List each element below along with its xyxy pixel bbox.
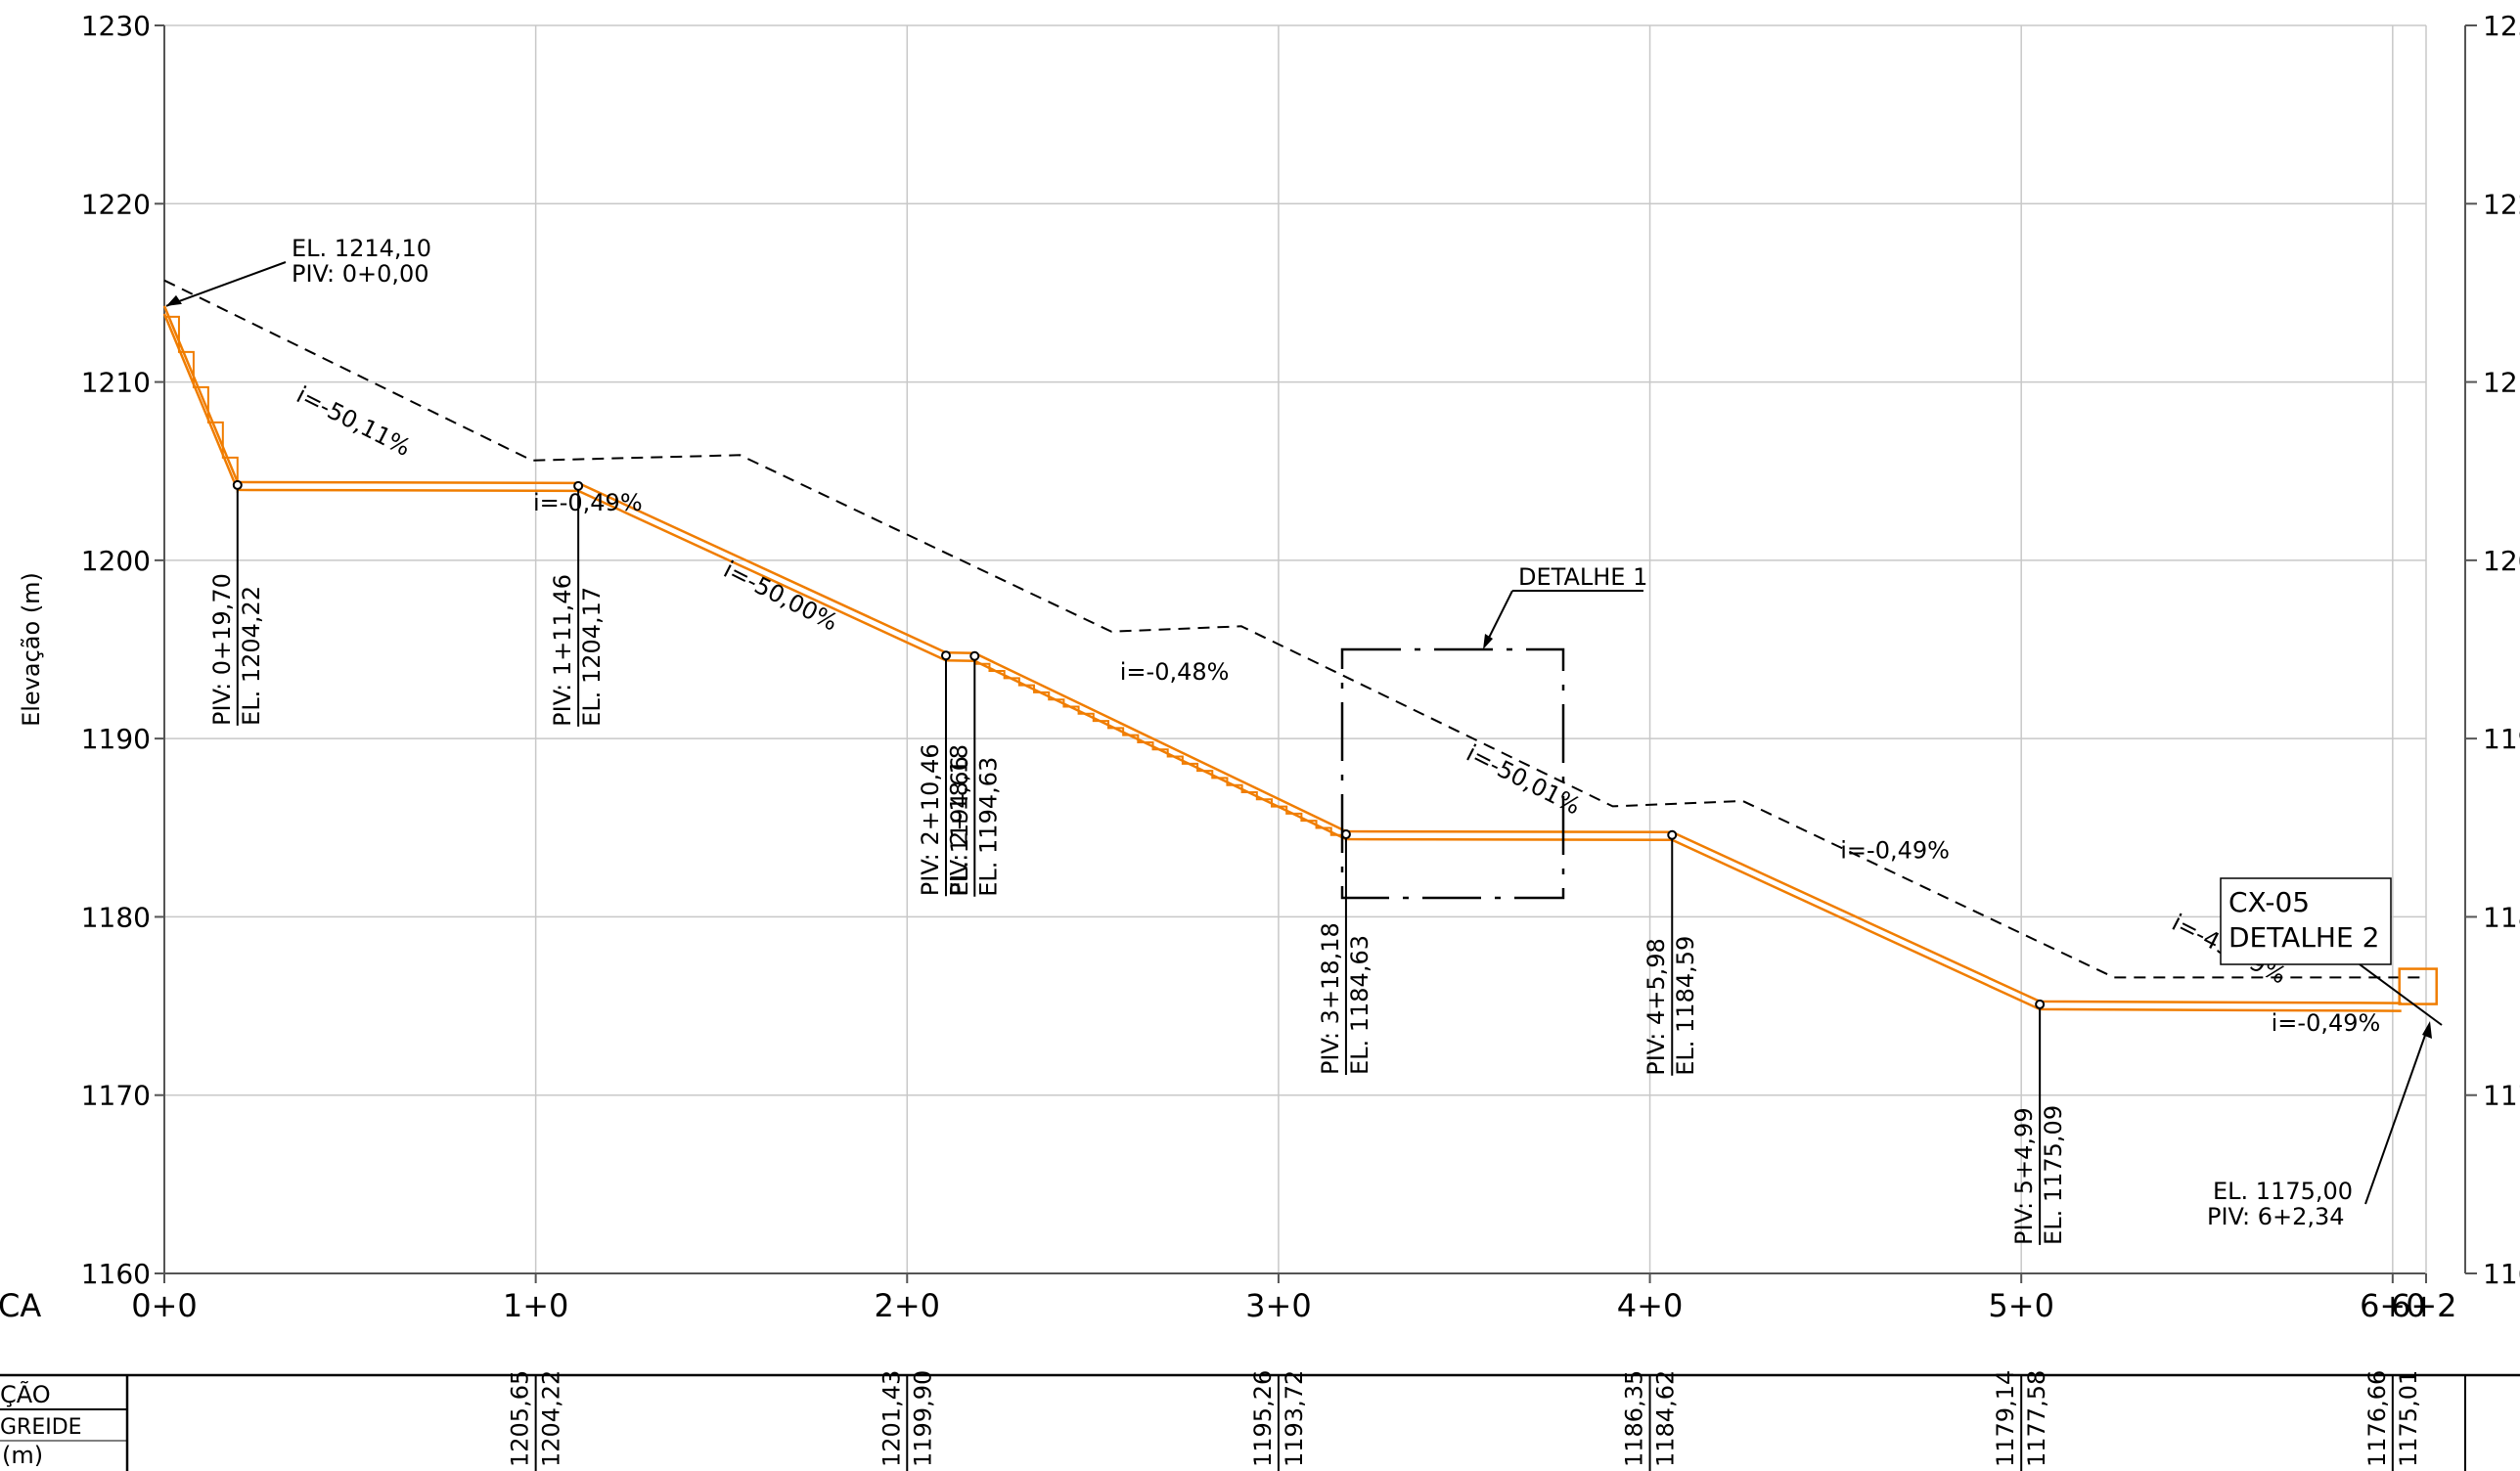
piv-marker (1667, 829, 1678, 840)
table-greide-value: 1193,72 (1281, 1370, 1308, 1467)
piv-station-label: PIV: 3+18,18 (1317, 922, 1344, 1075)
piv-station-label: PIV: 0+19,70 (208, 573, 236, 726)
piv-elevation-label: EL. 1204,22 (238, 586, 265, 726)
table-row-label: GREIDE (0, 1415, 82, 1440)
slope-label: i=-0,48% (1120, 658, 1230, 686)
cx-05-box (2398, 967, 2438, 1005)
piv-marker (969, 650, 980, 661)
piv-elevation-label: EL. 1175,09 (2040, 1105, 2067, 1245)
terrain-line (163, 279, 2426, 979)
x-tick-label: 2+0 (875, 1287, 941, 1324)
y-tick-label: 1230 (81, 10, 151, 42)
right-y-tick-label: 120 (2483, 545, 2520, 577)
detail1-arrow-icon (1483, 634, 1493, 649)
x-tick-label: 1+0 (503, 1287, 569, 1324)
greide-top-line (162, 305, 2402, 1004)
end-leader-arrow-icon (2422, 1021, 2432, 1039)
table-greide-value: 1199,90 (909, 1370, 936, 1467)
cx05-leader-line (2359, 963, 2443, 1026)
end-elevation-label: EL. 1175,00 (2213, 1178, 2353, 1205)
detail1-label: DETALHE 1 (1518, 563, 1647, 591)
x-tick-label: 6+0 (2360, 1287, 2426, 1324)
x-axis-row-label: CA (0, 1287, 41, 1324)
piv-elevation-label: EL. 1184,63 (1346, 935, 1373, 1075)
right-y-tick-label: 123 (2483, 10, 2520, 42)
end-leader-line (2364, 1026, 2429, 1205)
chart-axes: 1160 116 1170 117 1180 118 1190 119 1200 120 1210 1… (0, 10, 2520, 1324)
detail1-leader-line (1484, 590, 1513, 646)
piv-elevation-label: EL. 1194,66 (946, 756, 973, 896)
right-y-tick-label: 117 (2483, 1080, 2520, 1112)
table-row-label: (m) (2, 1442, 43, 1469)
piv-marker (940, 650, 951, 661)
slope-label: i=-0,49% (533, 489, 643, 516)
piv-marker (2035, 999, 2046, 1009)
x-tick-label: 4+0 (1617, 1287, 1684, 1324)
piv-station-label: PIV: 1+11,46 (549, 574, 576, 727)
piv-station-label: PIV: 4+5,98 (1642, 938, 1670, 1076)
x-tick-label: 5+0 (1988, 1287, 2054, 1324)
table-row-label: ÇÃO (0, 1379, 51, 1408)
slope-label: i=-0,49% (2272, 1009, 2381, 1037)
piv-elevation-label: EL. 1194,63 (974, 757, 1002, 897)
y-tick-label: 1190 (81, 723, 151, 755)
piv-station-label: PIV: 2+18,18 (945, 744, 972, 897)
start-elevation-label: EL. 1214,10 (292, 235, 431, 262)
table-terreno-value: 1205,65 (507, 1370, 534, 1467)
y-tick-label: 1210 (81, 367, 151, 399)
y-tick-label: 1170 (81, 1080, 151, 1112)
y-tick-label: 1180 (81, 901, 151, 933)
y-tick-label: 1200 (81, 545, 151, 577)
table-greide-value: 1204,22 (538, 1370, 565, 1467)
piv-marker (232, 479, 243, 490)
chart-labels: PIV: 0+19,70 EL. 1204,22 PIV: 1+11,46 EL. 1… (165, 235, 2443, 1245)
greide-step-pipe (974, 662, 1347, 843)
table-greide-value: 1184,62 (1652, 1370, 1680, 1467)
right-y-tick-label: 116 (2483, 1258, 2520, 1290)
piv-station-label: PIV: 2+10,46 (917, 743, 944, 896)
y-tick-label: 1220 (81, 188, 151, 220)
table-greide-value: 1175,01 (2395, 1370, 2422, 1467)
slope-label: i=-50,01% (1462, 739, 1585, 821)
right-y-tick-label: 122 (2483, 188, 2520, 220)
cx05-label: CX-05 (2228, 886, 2310, 918)
table-terreno-value: 1176,66 (2363, 1370, 2391, 1467)
data-table: ÇÃO GREIDE(m) 1205,65 1204,22 1201,43 1199,90… (0, 1370, 2520, 1471)
right-y-tick-label: 119 (2483, 723, 2520, 755)
table-terreno-value: 1195,26 (1249, 1370, 1277, 1467)
table-terreno-value: 1179,14 (1992, 1370, 2019, 1467)
right-y-tick-label: 121 (2483, 367, 2520, 399)
y-tick-label: 1160 (81, 1258, 151, 1290)
greide-profile (162, 305, 2438, 1012)
table-terreno-value: 1186,35 (1621, 1370, 1648, 1467)
table-greide-value: 1177,58 (2023, 1370, 2050, 1467)
piv-elevation-label: EL. 1184,59 (1672, 936, 1699, 1076)
x-tick-label: 0+0 (131, 1287, 198, 1324)
start-leader-line (165, 261, 287, 307)
start-station-label: PIV: 0+0,00 (292, 260, 429, 288)
table-terreno-value: 1201,43 (878, 1370, 905, 1467)
greide-bottom-line (162, 313, 2402, 1012)
cx05-detail-label: DETALHE 2 (2228, 921, 2379, 954)
y-axis-title: Elevação (m) (18, 572, 45, 727)
end-station-label: PIV: 6+2,34 (2207, 1203, 2345, 1230)
greide-step-pipe (164, 315, 239, 493)
chart-grid (163, 24, 2426, 1274)
cx05-callout-box (2220, 877, 2392, 965)
x-tick-label: 6+2 (2391, 1287, 2457, 1324)
piv-station-label: PIV: 5+4,99 (2010, 1107, 2038, 1245)
start-leader-arrow-icon (166, 294, 182, 306)
slope-label: i=-0,49% (1840, 836, 1950, 864)
detail1-frame (1340, 647, 1565, 900)
x-tick-label: 3+0 (1245, 1287, 1312, 1324)
terrain-dashed-line (163, 279, 2426, 979)
right-y-tick-label: 118 (2483, 901, 2520, 933)
piv-elevation-label: EL. 1204,17 (578, 587, 606, 727)
piv-marker (573, 480, 584, 491)
